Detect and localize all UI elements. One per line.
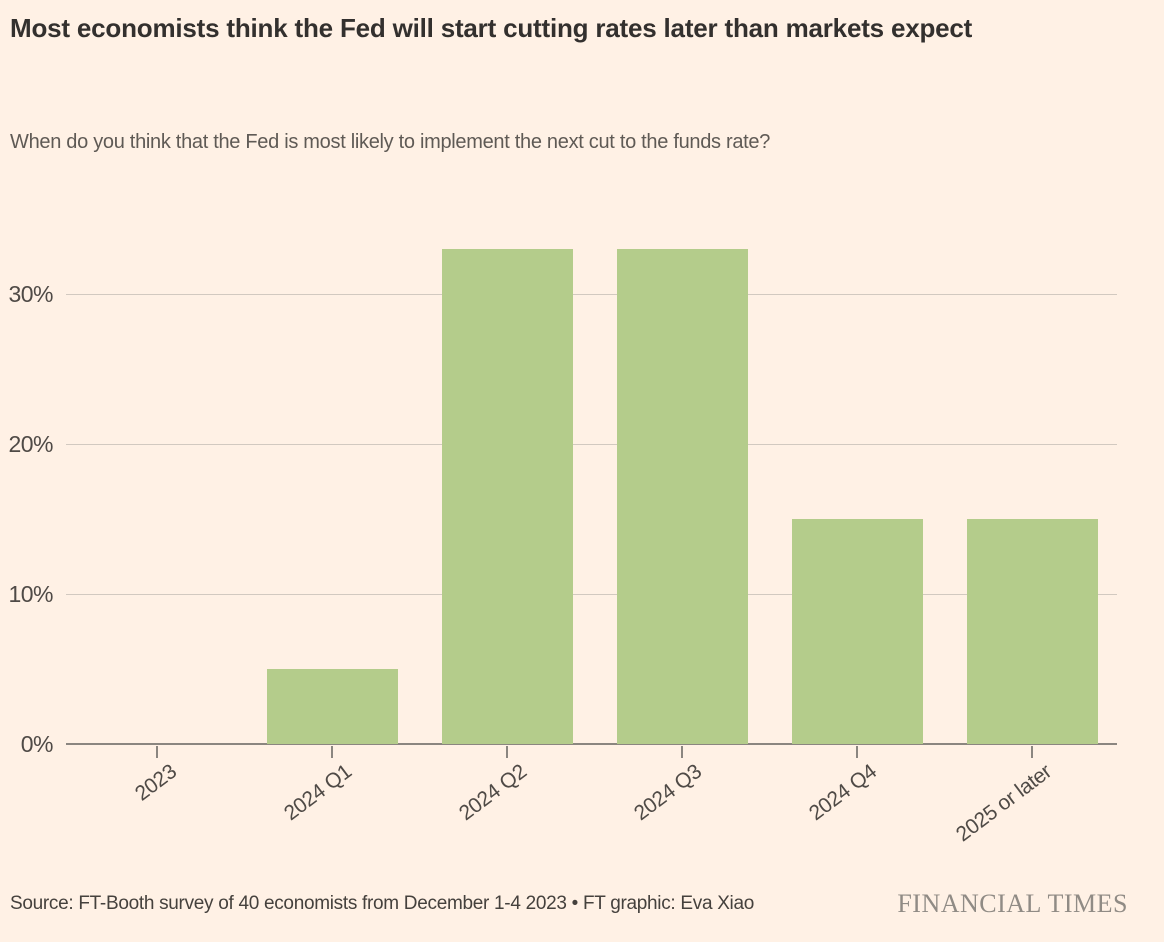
x-axis-label: 2023 (130, 760, 181, 806)
x-axis-label: 2024 Q3 (629, 760, 706, 826)
bar-2024-q3 (616, 249, 748, 744)
gridline (66, 594, 1117, 595)
financial-times-logo: FINANCIAL TIMES (897, 889, 1128, 918)
axis-tick (1031, 746, 1033, 758)
x-axis-label: 2024 Q1 (279, 760, 356, 826)
axis-tick (681, 746, 683, 758)
gridline (66, 294, 1117, 295)
x-axis-line (66, 743, 1117, 745)
bar-2025-or-later (966, 519, 1098, 744)
y-axis-label: 10% (8, 581, 53, 607)
gridline (66, 444, 1117, 445)
y-axis-label: 20% (8, 431, 53, 457)
bar-2024-q1 (266, 669, 398, 744)
x-axis-label: 2024 Q4 (804, 760, 881, 826)
x-axis-label: 2025 or later (951, 760, 1056, 847)
source-note: Source: FT-Booth survey of 40 economists… (10, 893, 755, 914)
axis-tick (506, 746, 508, 758)
axis-tick (156, 746, 158, 758)
axis-tick (331, 746, 333, 758)
bar-2024-q4 (791, 519, 923, 744)
bar-2024-q2 (441, 249, 573, 744)
y-axis-label: 0% (20, 731, 54, 757)
axis-tick (856, 746, 858, 758)
chart-subtitle: When do you think that the Fed is most l… (10, 131, 771, 153)
chart-title: Most economists think the Fed will start… (10, 13, 973, 43)
y-axis-label: 30% (8, 281, 53, 307)
x-axis-label: 2024 Q2 (454, 760, 531, 826)
